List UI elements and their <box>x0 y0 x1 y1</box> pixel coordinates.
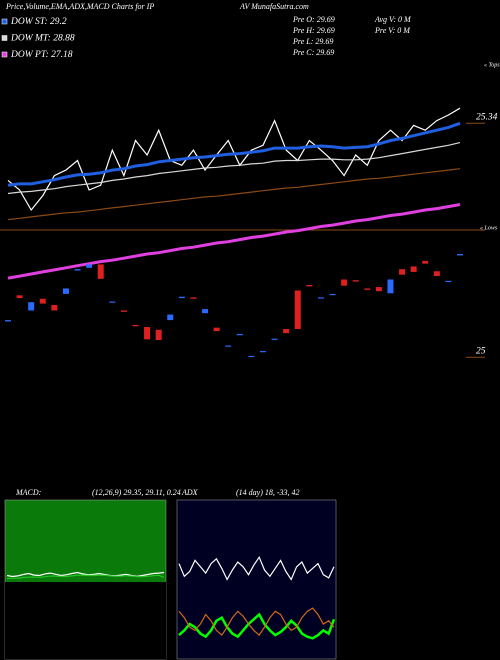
macd-subtitle: (12,26,9) 29.35, 29.11, 0.24 <box>92 488 181 497</box>
macd-lower <box>5 582 166 659</box>
annotation: Avg V: 0 M <box>374 15 412 24</box>
candle <box>364 288 371 290</box>
legend-label: DOW PT: 27.18 <box>10 50 73 60</box>
series-line <box>7 121 461 187</box>
legend-label: DOW ST: 29.2 <box>10 17 67 27</box>
series-line <box>178 612 336 640</box>
candle <box>16 295 23 299</box>
candle <box>283 329 290 334</box>
candle <box>271 338 278 340</box>
candle <box>62 288 69 294</box>
candle <box>375 287 382 292</box>
candle <box>51 304 58 311</box>
candle <box>236 333 243 336</box>
series-line <box>7 142 461 195</box>
candle <box>28 302 35 311</box>
series-line <box>6 574 165 580</box>
legend-swatch <box>1 35 8 41</box>
adx-subtitle: (14 day) 18, -33, 42 <box>236 488 300 497</box>
macd-title: MACD: <box>15 488 42 497</box>
series-line <box>178 607 335 636</box>
series-line <box>178 555 335 581</box>
candle <box>5 320 11 322</box>
candle <box>202 309 209 314</box>
annotation: Pre V: 0 M <box>374 26 411 35</box>
legend-swatch <box>1 51 8 58</box>
candle <box>329 293 336 296</box>
candle <box>190 297 197 299</box>
chart-title: Price,Volume,EMA,ADX,MACD Charts for IP <box>5 2 154 11</box>
candle <box>155 329 162 341</box>
annotation: Pre H: 29.69 <box>292 26 335 35</box>
candle <box>144 326 151 340</box>
y-tick-label: 25 <box>476 346 486 356</box>
candle <box>341 279 348 286</box>
candle <box>120 310 127 312</box>
candle <box>178 296 185 299</box>
legend-label: DOW MT: 28.88 <box>10 34 75 44</box>
candle <box>317 297 324 299</box>
candle <box>422 260 429 264</box>
candle <box>86 264 93 268</box>
annotation: « Lows <box>480 225 498 231</box>
candle <box>132 324 139 327</box>
candle <box>433 271 440 277</box>
candle <box>225 345 232 347</box>
candle <box>213 327 220 332</box>
candle <box>39 298 46 304</box>
candle <box>306 285 313 287</box>
candle <box>410 266 417 272</box>
series-line <box>7 168 461 221</box>
adx-title: ADX <box>181 488 199 497</box>
candle <box>294 290 301 330</box>
candle <box>248 355 255 358</box>
candle <box>259 351 266 353</box>
annotation: Pre C: 29.69 <box>292 48 334 57</box>
annotation: Pre O: 29.69 <box>292 15 335 24</box>
candle <box>457 254 463 256</box>
y-tick-label: 25.34 <box>476 112 498 122</box>
candle <box>109 301 116 303</box>
annotation: « Tops <box>484 62 500 68</box>
candle <box>445 280 452 283</box>
series-line <box>7 203 461 280</box>
legend-swatch <box>1 18 8 25</box>
candle <box>352 280 359 282</box>
candle <box>74 269 81 271</box>
chart-subtitle: AV MunafaSutra.com <box>239 2 309 11</box>
candle <box>97 264 104 279</box>
candle <box>399 269 406 275</box>
candle <box>387 279 394 294</box>
annotation: Pre L: 29.69 <box>292 37 333 46</box>
candle <box>167 314 174 321</box>
